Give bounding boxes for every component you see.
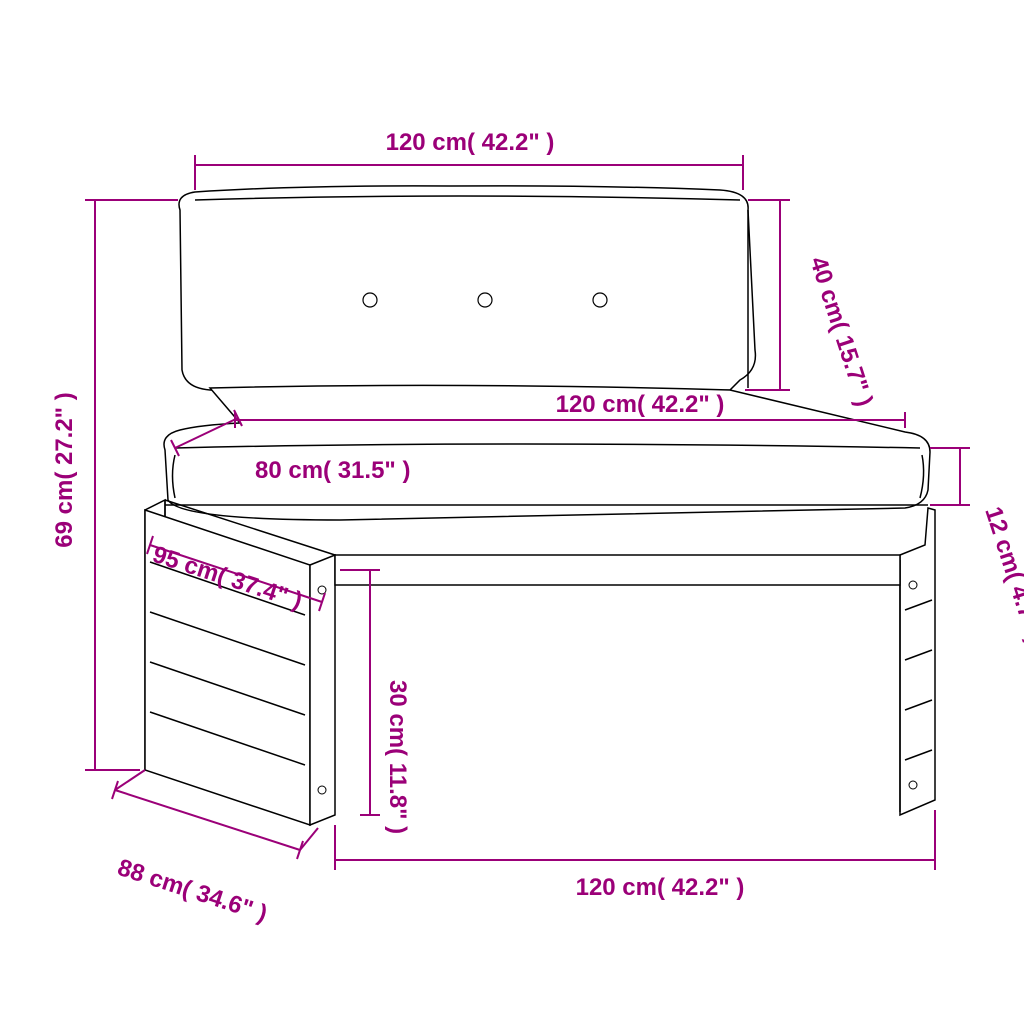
svg-text:30 cm( 11.8" ): 30 cm( 11.8" ) (384, 680, 411, 834)
svg-text:80 cm( 31.5" ): 80 cm( 31.5" ) (255, 457, 410, 484)
svg-text:120 cm( 42.2" ): 120 cm( 42.2" ) (556, 391, 725, 418)
svg-text:69 cm( 27.2" ): 69 cm( 27.2" ) (51, 392, 78, 547)
svg-text:12 cm( 4.7" ): 12 cm( 4.7" ) (979, 504, 1024, 648)
svg-text:88 cm( 34.6" ): 88 cm( 34.6" ) (114, 854, 270, 928)
svg-text:120 cm( 42.2" ): 120 cm( 42.2" ) (576, 874, 745, 901)
svg-text:120 cm( 42.2" ): 120 cm( 42.2" ) (386, 129, 555, 156)
svg-text:40 cm( 15.7" ): 40 cm( 15.7" ) (804, 254, 878, 410)
